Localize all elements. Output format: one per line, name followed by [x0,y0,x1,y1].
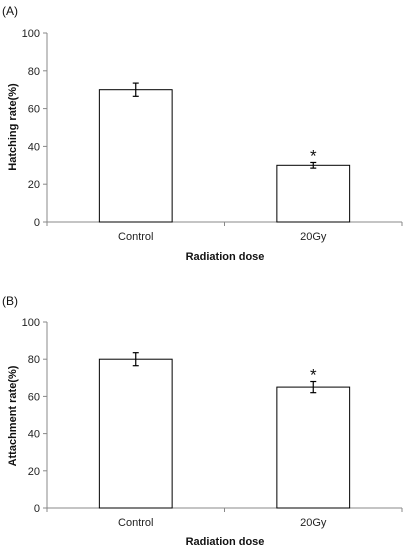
y-tick-label-b: 40 [28,429,40,441]
significance-star-b: * [310,366,317,385]
y-tick-label-a: 60 [28,104,40,116]
x-axis-title-b: Radiation dose [186,536,265,548]
bar-20gy-a [276,164,351,223]
bar-control-b [98,358,173,509]
bar-20gy-b [276,386,351,509]
y-tick-label-b: 100 [22,317,40,329]
chart-panel-a: (A) Hatching rate(%) Radiation dose 0 20 4… [2,4,403,263]
y-tick-label-a: 40 [28,141,40,153]
panel-label-a: (A) [2,4,18,18]
x-tick-label-b: 20Gy [300,517,327,529]
plot-area-b: 0 20 40 60 80 100 Control * 20Gy [22,317,403,529]
y-tick-label-a: 100 [22,28,40,40]
y-axis-title-b: Attachment rate(%) [7,365,19,466]
x-tick-label-b: Control [118,517,153,529]
y-axis-title-a: Hatching rate(%) [7,83,19,171]
y-tick-label-b: 0 [34,503,40,515]
y-tick-label-b: 20 [28,466,40,478]
y-tick-label-b: 60 [28,391,40,403]
x-tick-label-a: Control [118,231,153,243]
y-tick-label-a: 0 [34,217,40,229]
panel-label-b: (B) [2,294,18,308]
plot-area-a: 0 20 40 60 80 100 Control * 20Gy [22,28,403,243]
significance-star-a: * [310,146,317,165]
x-tick-label-a: 20Gy [300,231,327,243]
y-tick-label-a: 20 [28,179,40,191]
y-tick-label-b: 80 [28,354,40,366]
chart-panel-b: (B) Attachment rate(%) Radiation dose 0 2… [2,294,403,548]
x-axis-title-a: Radiation dose [186,251,265,263]
bar-control-a [98,89,173,223]
y-tick-label-a: 80 [28,66,40,78]
